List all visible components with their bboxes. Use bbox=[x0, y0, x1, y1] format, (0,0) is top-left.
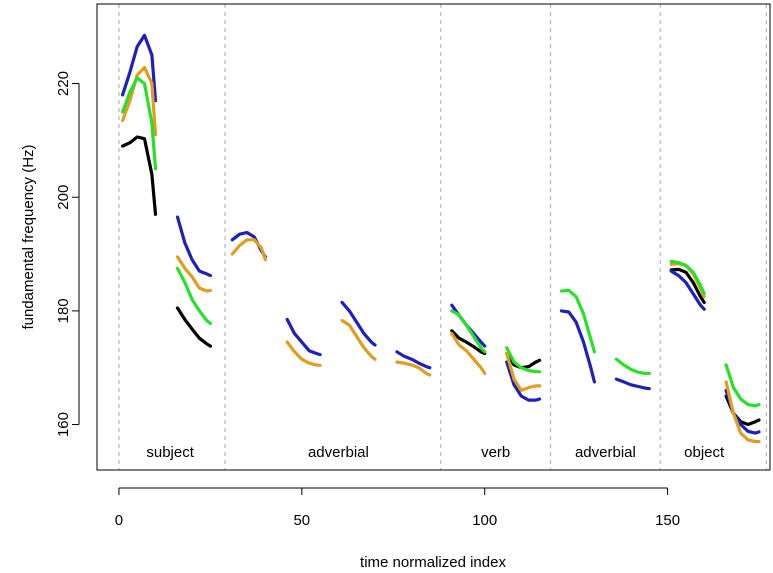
f0-contour-line bbox=[614, 377, 651, 391]
x-tick-label: 150 bbox=[655, 512, 680, 529]
y-tick-label: 220 bbox=[55, 71, 72, 96]
x-tick-label: 50 bbox=[293, 512, 310, 529]
f0-contour-line bbox=[450, 309, 487, 354]
f0-contour-line bbox=[614, 357, 651, 375]
f0-contour-line bbox=[724, 380, 761, 444]
y-tick-label: 160 bbox=[55, 412, 72, 437]
f0-contour-line bbox=[559, 309, 596, 384]
f0-contour-line bbox=[450, 329, 487, 356]
f0-contour-line bbox=[724, 363, 761, 408]
f0-contour-line bbox=[505, 346, 542, 374]
segment-label: adverbial bbox=[575, 444, 636, 461]
y-axis-title: fundamental frequency (Hz) bbox=[20, 144, 37, 329]
series-3 bbox=[121, 76, 761, 408]
f0-contour-line bbox=[230, 238, 267, 262]
f0-contour-line bbox=[121, 66, 158, 137]
f0-contour-line bbox=[505, 360, 542, 402]
segment-label: object bbox=[684, 444, 725, 461]
f0-contour-line bbox=[340, 318, 377, 361]
f0-contour-line bbox=[175, 255, 212, 293]
x-axis-title: time normalized index bbox=[360, 554, 506, 571]
f0-contour-line bbox=[285, 340, 322, 367]
f0-contour-line bbox=[559, 288, 596, 354]
segment-label: adverbial bbox=[308, 444, 369, 461]
f0-contour-line bbox=[175, 266, 212, 325]
f0-contour-line bbox=[121, 135, 158, 216]
axes: 0 50 100 150 160 180 200 220 bbox=[55, 71, 680, 529]
segment-labels: subject adverbial verb adverbial object bbox=[146, 444, 725, 461]
y-tick-label: 180 bbox=[55, 298, 72, 323]
series-1 bbox=[121, 33, 761, 435]
segment-boundary-lines bbox=[118, 4, 767, 470]
x-tick-label: 100 bbox=[472, 512, 497, 529]
f0-contour-line bbox=[340, 300, 377, 347]
plot-frame bbox=[96, 3, 771, 471]
f0-contour-line bbox=[669, 267, 706, 304]
segment-label: verb bbox=[481, 444, 510, 461]
f0-contour-line bbox=[505, 351, 542, 392]
f0-contour-line bbox=[121, 33, 158, 103]
f0-contour-line bbox=[450, 332, 487, 375]
f0-contour-line bbox=[121, 76, 158, 171]
f0-series-layer bbox=[121, 33, 761, 444]
x-tick-label: 0 bbox=[115, 512, 123, 529]
f0-contour-line bbox=[669, 269, 706, 311]
y-tick-label: 200 bbox=[55, 185, 72, 210]
f0-contour-line bbox=[175, 215, 212, 278]
f0-contour-line bbox=[669, 259, 706, 296]
f0-contour-line bbox=[285, 317, 322, 357]
f0-contour-line bbox=[395, 360, 432, 377]
f0-contour-line bbox=[175, 306, 212, 348]
f0-contour-line bbox=[395, 350, 432, 370]
segment-label: subject bbox=[146, 444, 194, 461]
